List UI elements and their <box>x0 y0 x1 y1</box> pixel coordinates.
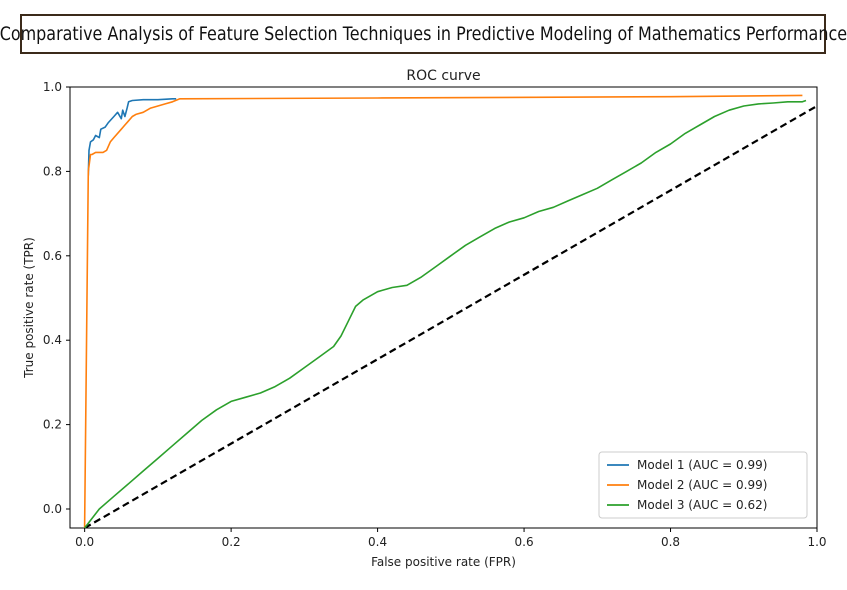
chart-title: ROC curve <box>406 68 480 84</box>
figure-title-banner: Comparative Analysis of Feature Selectio… <box>0 14 847 54</box>
series-line-model-1 <box>87 98 177 176</box>
y-tick-label: 0.6 <box>43 249 62 263</box>
legend: Model 1 (AUC = 0.99) Model 2 (AUC = 0.99)… <box>598 451 808 519</box>
y-tick-label: 0.8 <box>43 164 62 178</box>
y-axis-label: True positive rate (TPR) <box>22 237 36 379</box>
series-line-model-2 <box>83 94 803 528</box>
plot-frame <box>69 86 818 529</box>
figure-title: Comparative Analysis of Feature Selectio… <box>0 23 847 45</box>
legend-label-model-3: Model 3 (AUC = 0.62) <box>637 498 767 512</box>
legend-label-model-2: Model 2 (AUC = 0.99) <box>637 478 767 492</box>
y-tick-label: 0.4 <box>43 333 62 347</box>
x-tick-label: 1.0 <box>807 535 826 549</box>
series-line-model-3 <box>83 99 807 528</box>
y-tick-label: 0.0 <box>43 502 62 516</box>
x-tick-label: 0.2 <box>222 535 241 549</box>
x-tick-label: 0.6 <box>515 535 534 549</box>
y-tick-label: 1.0 <box>43 80 62 94</box>
x-tick-label: 0.8 <box>661 535 680 549</box>
x-tick-label: 0.0 <box>75 535 94 549</box>
y-tick-label: 0.2 <box>43 418 62 432</box>
x-tick-label: 0.4 <box>368 535 387 549</box>
legend-box <box>598 451 808 519</box>
chance-diagonal-line <box>84 105 817 528</box>
legend-label-model-1: Model 1 (AUC = 0.99) <box>637 458 767 472</box>
x-axis-label: False positive rate (FPR) <box>371 555 516 569</box>
